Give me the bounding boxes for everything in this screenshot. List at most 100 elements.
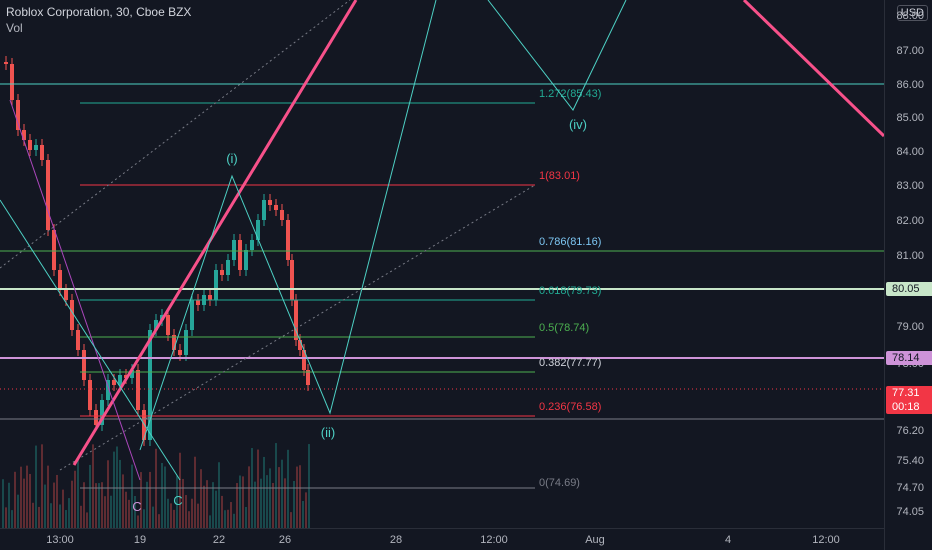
volume-bar (95, 483, 97, 528)
fib-level-label: 0.236(76.58) (539, 401, 601, 413)
channel-line (0, 0, 351, 269)
volume-bar (17, 494, 19, 528)
chart-pane[interactable]: 1.272(85.43) 1(83.01) 0.786(81.16) 0.618(79… (0, 0, 884, 528)
volume-bar (248, 466, 250, 528)
price-tag-value: 80.05 (892, 283, 920, 295)
volume-bar (191, 498, 193, 528)
price-axis[interactable]: USD 88.00 87.00 86.00 85.00 84.00 83.00 82.00 8… (884, 0, 932, 550)
candle-body (302, 350, 306, 370)
volume-bar (209, 515, 211, 528)
volume-bar (200, 469, 202, 528)
time-tick-label: Aug (585, 534, 605, 546)
time-tick-label: 19 (133, 534, 147, 546)
price-tick-label: 82.00 (896, 215, 924, 227)
volume-bar (125, 491, 127, 528)
candle-body (220, 270, 224, 275)
elliott-wave-path (139, 0, 437, 451)
candle-body (100, 400, 104, 425)
volume-bar (245, 506, 247, 528)
volume-bar (53, 482, 55, 528)
volume-bar (116, 446, 118, 528)
symbol-title[interactable]: Roblox Corporation, 30, Cboe BZX (6, 5, 192, 19)
time-tick-label: 4 (724, 534, 732, 546)
volume-bar (221, 495, 223, 528)
volume-bar (50, 503, 52, 528)
candle-body (208, 295, 212, 300)
price-tick-label: 84.00 (896, 146, 924, 158)
elliott-wave-path (487, 0, 627, 111)
volume-bar (11, 510, 13, 528)
volume-bar (296, 466, 298, 528)
price-tick-label: 79.00 (896, 321, 924, 333)
candle-body (154, 320, 158, 330)
price-tick-label: 88.00 (896, 10, 924, 22)
volume-bar (257, 449, 259, 528)
currency-button[interactable]: USD (896, 5, 928, 21)
volume-bar (83, 482, 85, 528)
volume-bar (281, 459, 283, 528)
volume-bar (218, 462, 220, 528)
volume-bar (293, 480, 295, 528)
time-axis[interactable]: 13:00 19 22 26 28 12:00 Aug 4 12:00 (0, 528, 884, 550)
candle-body (34, 145, 38, 150)
candle-body (4, 62, 8, 64)
volume-bar (41, 444, 43, 528)
candle-body (94, 410, 98, 425)
candle-body (136, 370, 140, 410)
volume-bar (26, 465, 28, 528)
wave-label: (ii) (321, 425, 335, 440)
volume-bar (305, 492, 307, 528)
candle-body (250, 240, 254, 250)
volume-bar (227, 509, 229, 528)
trend-line (72, 0, 358, 466)
volume-bar (56, 474, 58, 528)
volume-bar (269, 468, 271, 528)
candle-body (28, 140, 32, 150)
volume-bar (104, 496, 106, 528)
wave-label: (i) (226, 151, 238, 166)
volume-bar (236, 483, 238, 528)
volume-bar (197, 503, 199, 528)
volume-bar (275, 443, 277, 528)
price-tick-label: 74.05 (896, 506, 924, 518)
price-tag-value: 78.14 (892, 352, 920, 364)
fib-level-label: 0(74.69) (539, 477, 580, 489)
level-price-tag: 78.14 (886, 351, 932, 365)
price-tag-value: 77.31 (892, 387, 920, 399)
candle-body (226, 260, 230, 275)
volume-bar (59, 504, 61, 528)
candle-body (40, 145, 44, 160)
candle-body (286, 220, 290, 260)
volume-bar (134, 495, 136, 528)
candle-body (130, 370, 134, 378)
volume-bar (101, 482, 103, 528)
volume-bar (62, 489, 64, 528)
volume-bar (35, 445, 37, 528)
level-price-tag: 80.05 (886, 282, 932, 296)
candle-body (196, 300, 200, 305)
volume-bar (224, 510, 226, 528)
volume-bar (65, 510, 67, 528)
volume-bar (38, 506, 40, 528)
price-tick-label: 74.70 (896, 482, 924, 494)
volume-bar (242, 476, 244, 528)
volume-bar (182, 478, 184, 528)
price-tick-label: 75.40 (896, 455, 924, 467)
wave-label: C (173, 493, 182, 508)
volume-bar (128, 499, 130, 528)
volume-bar (215, 490, 217, 528)
candle-body (106, 380, 110, 400)
candle-body (88, 380, 92, 410)
volume-bar (152, 506, 154, 528)
volume-bar (74, 470, 76, 528)
candle-body (46, 160, 50, 230)
wave-label: (iv) (569, 117, 587, 132)
volume-bar (23, 478, 25, 528)
volume-bar (284, 478, 286, 528)
candle-body (76, 330, 80, 350)
volume-bar (119, 459, 121, 528)
volume-bar (302, 500, 304, 528)
volume-bar (233, 513, 235, 528)
price-chart[interactable]: 1.272(85.43) 1(83.01) 0.786(81.16) 0.618(79… (0, 0, 884, 528)
candle-body (112, 380, 116, 385)
